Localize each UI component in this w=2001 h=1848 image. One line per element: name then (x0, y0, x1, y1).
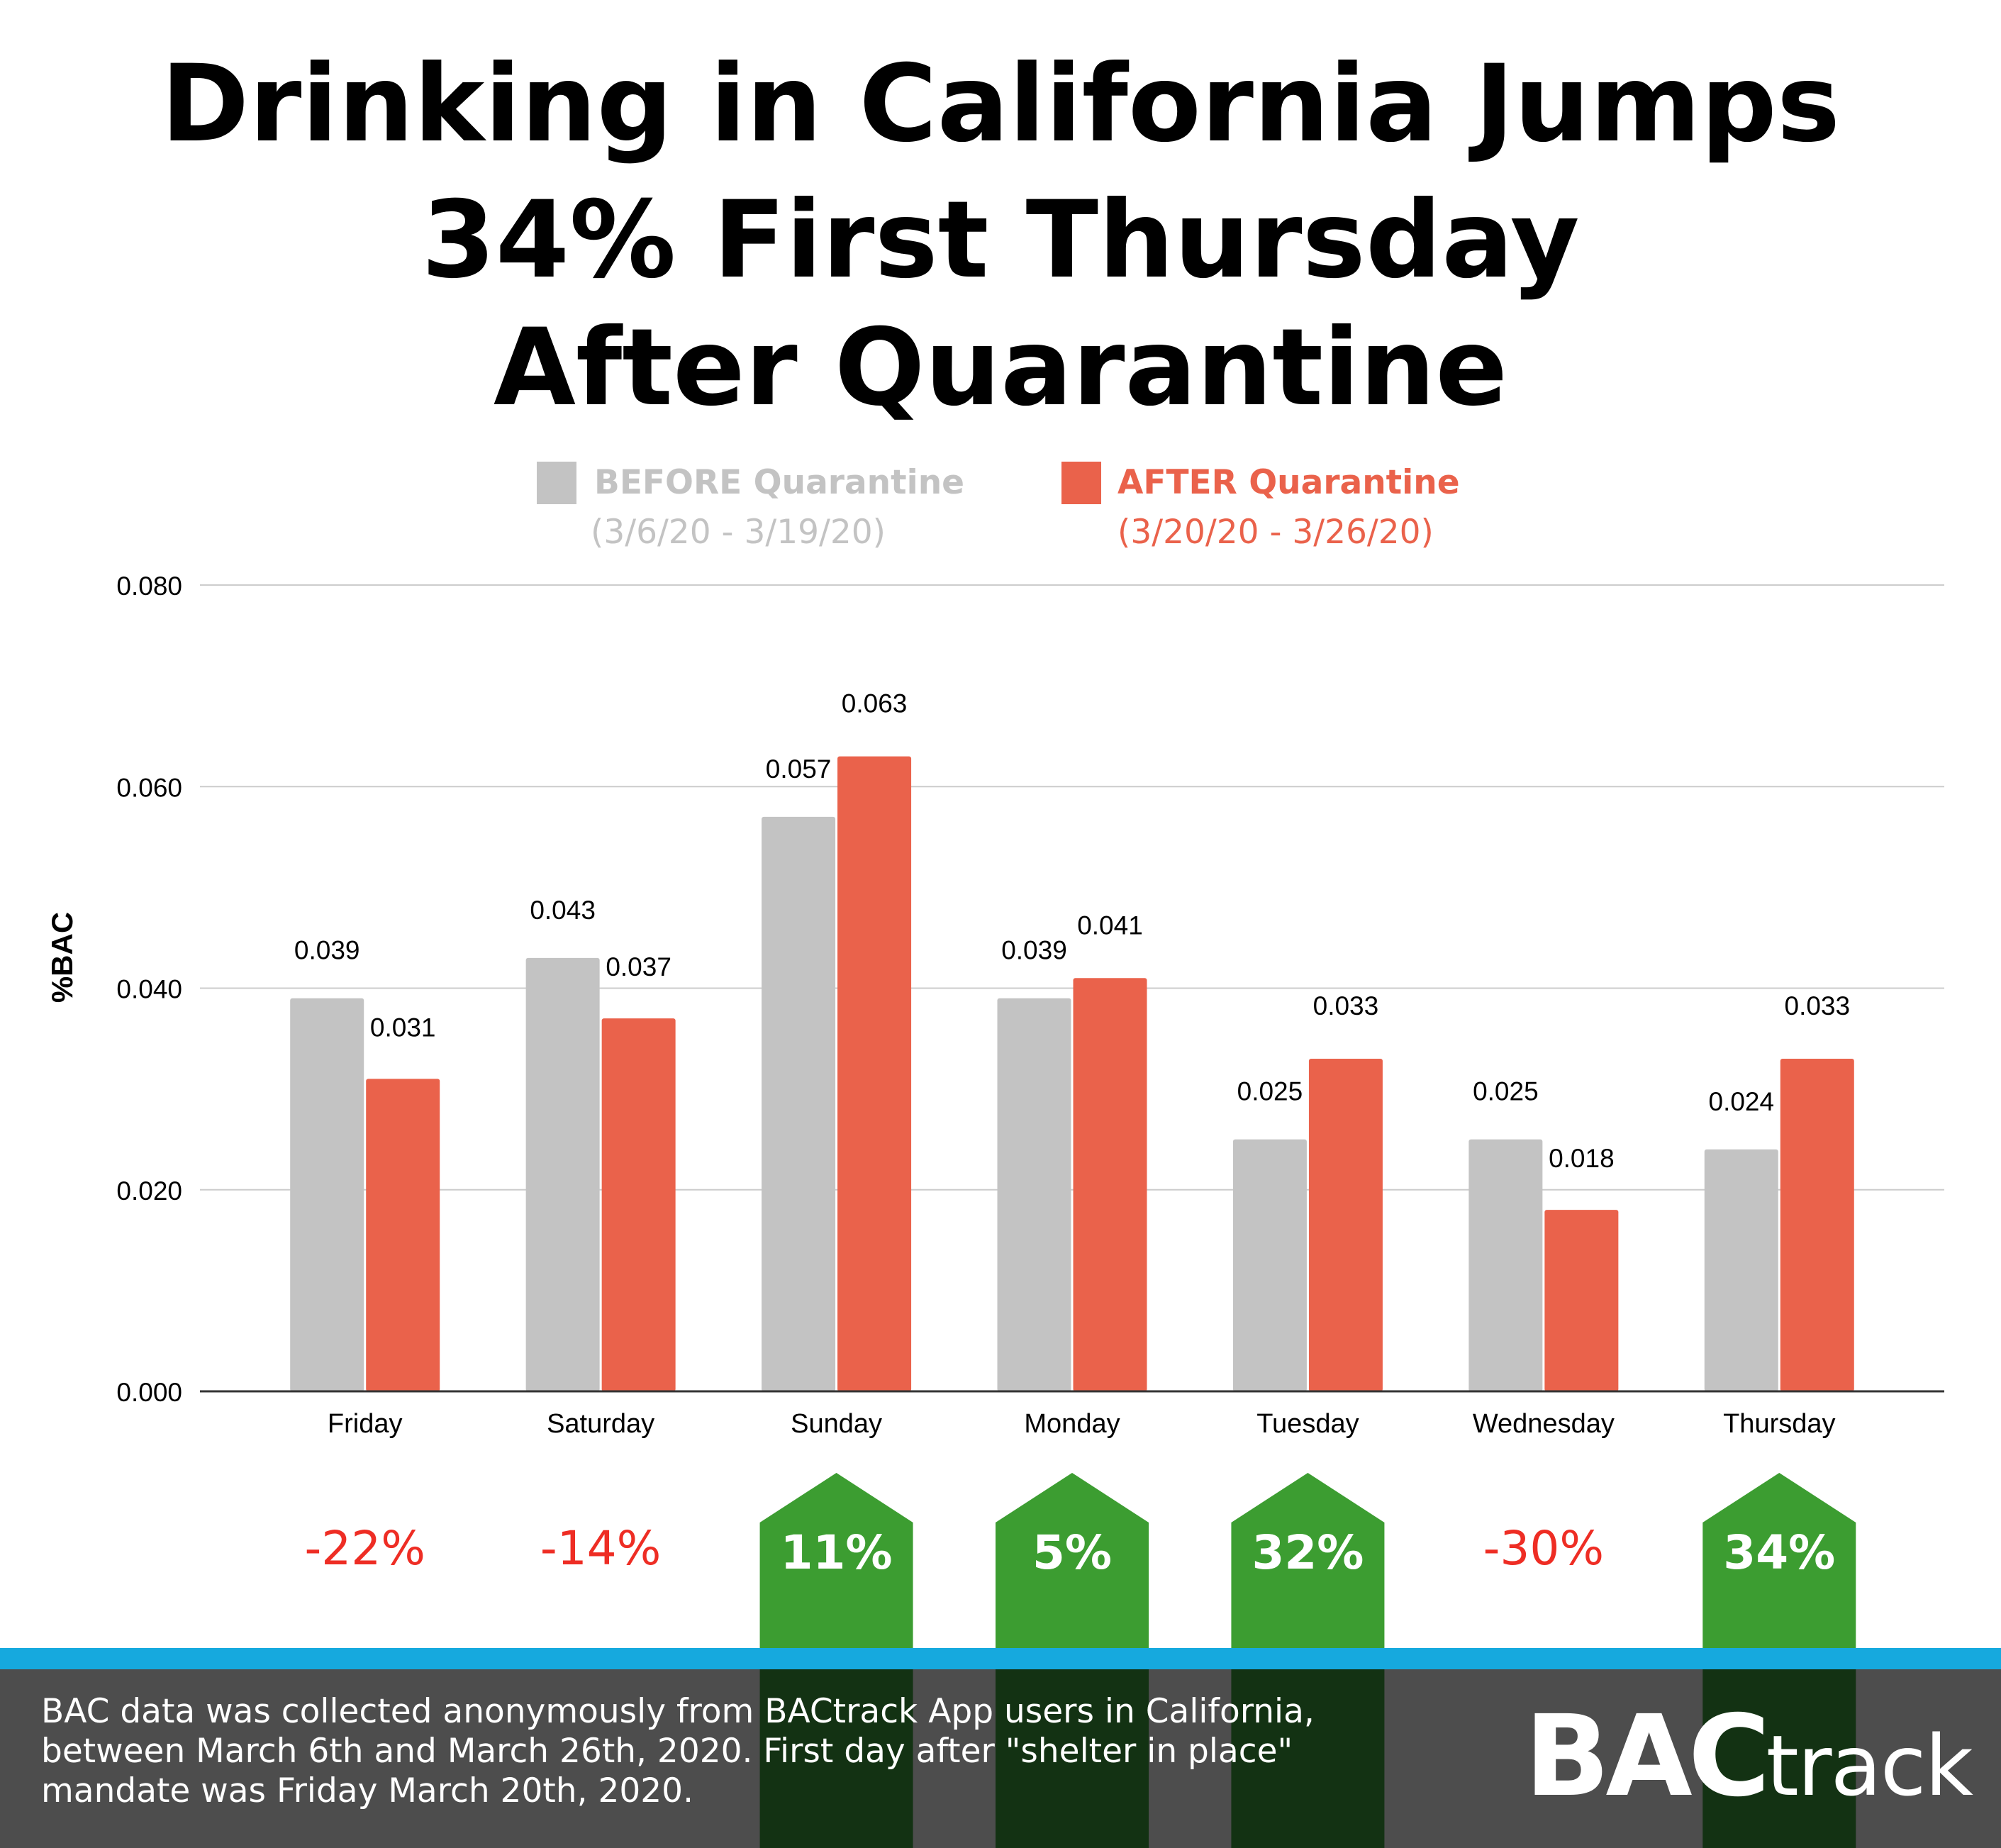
bar-before-thursday (1704, 1149, 1778, 1391)
legend-swatch-before (537, 462, 576, 504)
footer-note: BAC data was collected anonymously from … (41, 1692, 1315, 1810)
value-label-before-friday: 0.039 (294, 936, 360, 965)
x-tick-labels: Friday Saturday Sunday Monday Tuesday Wednesd… (328, 1409, 1836, 1439)
bar-before-friday (290, 998, 364, 1391)
title-line-1: Drinking in California Jumps (161, 43, 1840, 166)
change-label-thursday: 34% (1723, 1525, 1835, 1580)
legend-period-after: (3/20/20 - 3/26/20) (1117, 513, 1434, 552)
y-tick-labels: 0.000 0.020 0.040 0.060 0.080 (116, 572, 182, 1407)
value-label-before-wednesday: 0.025 (1473, 1077, 1539, 1106)
change-label-friday: -22% (304, 1521, 425, 1576)
title-line-3: After Quarantine (494, 306, 1507, 430)
bar-before-wednesday (1468, 1139, 1543, 1391)
chart-title: Drinking in California Jumps 34% First T… (161, 43, 1840, 430)
bar-before-sunday (762, 816, 836, 1391)
bar-after-wednesday (1544, 1210, 1619, 1391)
increase-badge-shadow-tuesday (1231, 1669, 1385, 1848)
bars (290, 756, 1854, 1391)
value-label-after-monday: 0.041 (1077, 911, 1143, 940)
bar-after-friday (366, 1079, 440, 1391)
change-label-sunday: 11% (781, 1525, 893, 1580)
change-indicators: -22% -14% 11% 5% 32% -30% 34% (304, 1473, 1856, 1848)
logo-wordmark-light: track (1766, 1717, 1973, 1815)
increase-badge-sunday (759, 1473, 913, 1648)
bar-after-thursday (1780, 1058, 1854, 1391)
bar-before-tuesday (1232, 1139, 1307, 1391)
value-label-before-monday: 0.039 (1001, 936, 1067, 965)
y-tick-label: 0.020 (116, 1176, 182, 1206)
value-label-after-saturday: 0.037 (606, 952, 671, 981)
increase-badge-thursday (1702, 1473, 1856, 1648)
increase-badge-shadow-sunday (759, 1669, 913, 1848)
bactrack-logo: BACtrack (1525, 1691, 1973, 1822)
change-label-monday: 5% (1032, 1525, 1112, 1580)
x-tick-label-sunday: Sunday (791, 1409, 882, 1439)
legend-period-before: (3/6/20 - 3/19/20) (591, 513, 886, 552)
bar-after-tuesday (1308, 1058, 1383, 1391)
y-tick-label: 0.060 (116, 773, 182, 802)
bar-before-saturday (525, 957, 600, 1391)
x-tick-label-saturday: Saturday (547, 1409, 654, 1439)
legend-swatch-after (1061, 462, 1101, 504)
accent-stripe (0, 1648, 2001, 1669)
bar-after-saturday (601, 1018, 676, 1391)
change-label-tuesday: 32% (1252, 1525, 1364, 1580)
value-label-before-saturday: 0.043 (530, 896, 596, 925)
increase-badge-shadow-thursday (1702, 1669, 1856, 1848)
logo-wordmark-bold: BAC (1525, 1691, 1771, 1822)
bar-after-monday (1073, 978, 1147, 1391)
x-tick-label-friday: Friday (328, 1409, 403, 1439)
value-label-after-tuesday: 0.033 (1313, 991, 1379, 1020)
value-label-after-wednesday: 0.018 (1549, 1144, 1615, 1173)
value-label-after-sunday: 0.063 (842, 689, 908, 718)
increase-badge-shadow-monday (996, 1669, 1149, 1848)
change-label-saturday: -14% (540, 1521, 662, 1576)
legend: BEFORE Quarantine (3/6/20 - 3/19/20) AFT… (537, 462, 1460, 552)
value-label-before-sunday: 0.057 (766, 755, 832, 784)
grid-lines (200, 584, 1944, 1191)
legend-label-after: AFTER Quarantine (1117, 463, 1460, 502)
x-tick-label-thursday: Thursday (1723, 1409, 1835, 1439)
value-label-before-thursday: 0.024 (1709, 1087, 1775, 1116)
increase-badge-monday (996, 1473, 1149, 1648)
bar-after-sunday (837, 756, 912, 1391)
y-tick-label: 0.080 (116, 572, 182, 601)
value-label-after-friday: 0.031 (370, 1013, 436, 1042)
change-label-wednesday: -30% (1483, 1521, 1605, 1576)
y-tick-label: 0.000 (116, 1378, 182, 1407)
x-tick-label-monday: Monday (1024, 1409, 1120, 1439)
bar-before-monday (997, 998, 1071, 1391)
value-label-before-tuesday: 0.025 (1237, 1077, 1303, 1106)
value-labels: 0.039 0.031 0.043 0.037 0.057 0.063 0.039 0.041… (294, 689, 1850, 1174)
x-tick-label-wednesday: Wednesday (1473, 1409, 1615, 1439)
x-tick-label-tuesday: Tuesday (1256, 1409, 1359, 1439)
value-label-after-thursday: 0.033 (1785, 991, 1851, 1020)
y-axis-title: %BAC (45, 912, 79, 1003)
title-line-2: 34% First Thursday (421, 179, 1579, 302)
y-tick-label: 0.040 (116, 975, 182, 1004)
legend-label-before: BEFORE Quarantine (594, 463, 964, 502)
increase-badge-tuesday (1231, 1473, 1385, 1648)
